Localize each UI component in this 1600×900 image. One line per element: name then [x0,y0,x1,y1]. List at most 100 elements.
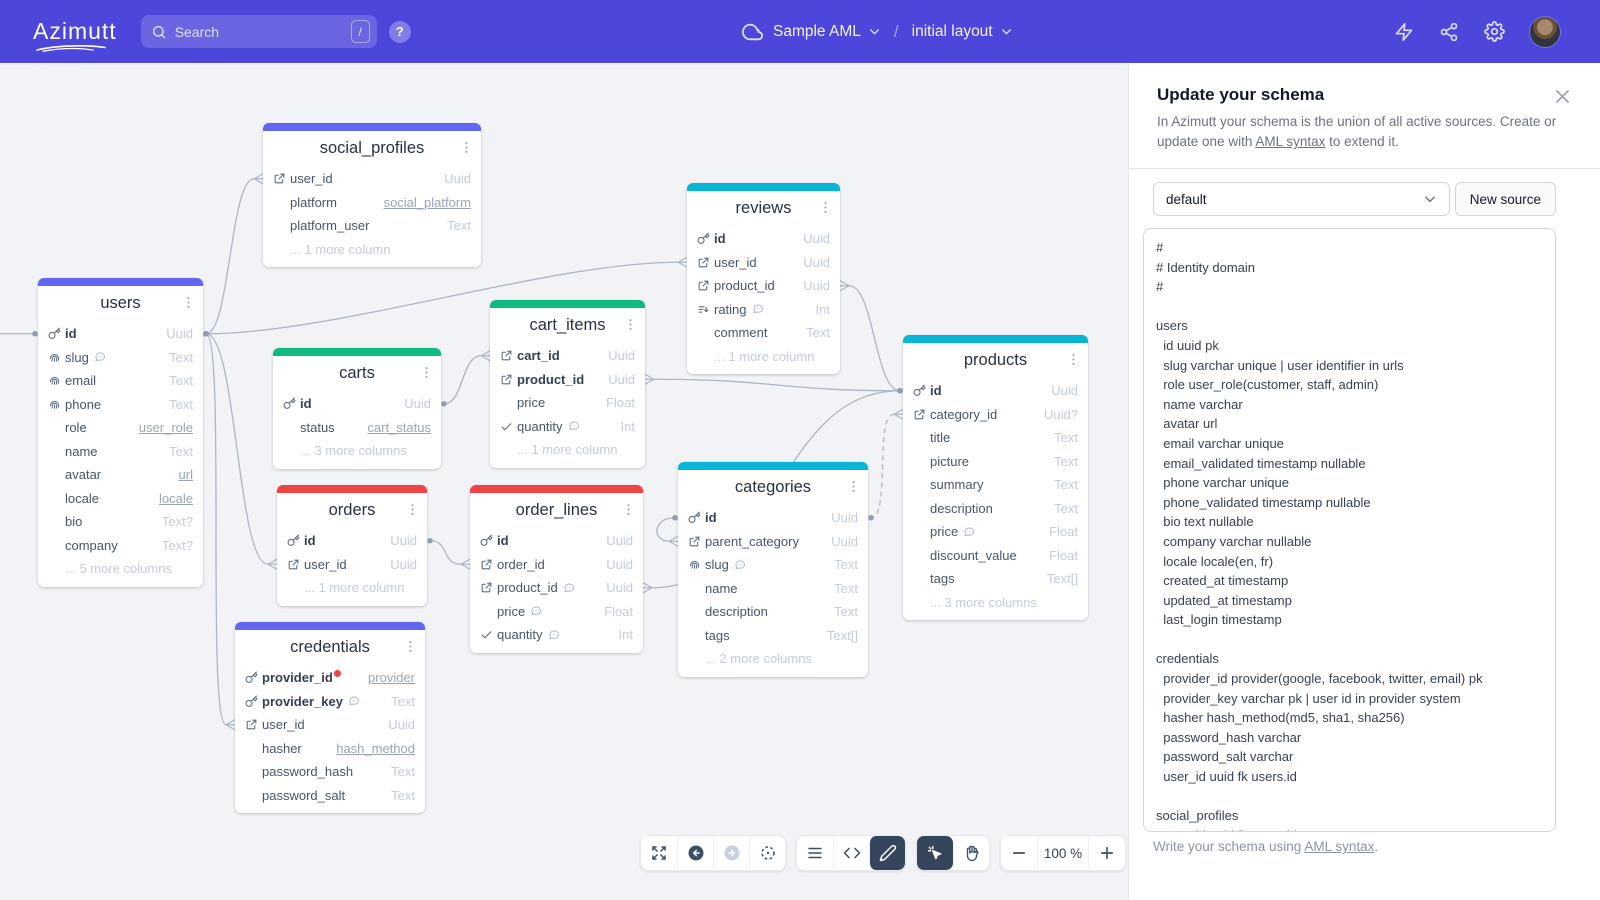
diagram-canvas[interactable]: users id Uuid slug Text email Text phone [0,63,1128,900]
column-row-categories-slug[interactable]: slug Text [678,553,868,577]
table-header[interactable]: credentials [235,630,425,664]
relation-orders-user_id-to-users-id[interactable] [203,330,278,570]
table-card-users[interactable]: users id Uuid slug Text email Text phone [38,278,203,587]
help-button[interactable]: ? [388,20,411,43]
draw-mode-button[interactable] [869,836,905,870]
column-type[interactable]: social_platform [383,194,471,210]
select-mode-button[interactable] [917,836,953,870]
column-row-credentials-provider_key[interactable]: provider_key Text [235,690,425,714]
column-row-order_lines-id[interactable]: id Uuid [470,529,643,553]
relation-products-category_id-to-categories-id[interactable] [868,408,904,521]
column-row-users-id[interactable]: id Uuid [38,322,203,346]
relation-order_lines-order_id-to-orders-id[interactable] [427,537,471,570]
column-row-users-avatar[interactable]: avatar url [38,463,203,487]
table-card-cart_items[interactable]: cart_items cart_id Uuid product_id Uuid … [490,300,645,468]
undo-button[interactable] [677,836,713,870]
table-card-reviews[interactable]: reviews id Uuid user_id Uuid product_id … [687,183,840,374]
column-row-products-discount_value[interactable]: discount_value Float [903,544,1088,568]
column-row-order_lines-price[interactable]: price Float [470,600,643,624]
table-menu-button[interactable] [1066,352,1081,372]
column-row-cart_items-quantity[interactable]: quantity Int [490,415,645,439]
column-row-products-id[interactable]: id Uuid [903,379,1088,403]
aml-syntax-link[interactable]: AML syntax [1304,839,1375,854]
column-row-orders-id[interactable]: id Uuid [277,529,427,553]
hidden-columns-row[interactable]: ... 1 more column [517,442,618,458]
column-row-users-role[interactable]: role user_role [38,416,203,440]
redo-button[interactable] [713,836,749,870]
column-row-products-summary[interactable]: summary Text [903,473,1088,497]
column-row-reviews-id[interactable]: id Uuid [687,227,840,251]
table-header[interactable]: users [38,286,203,320]
column-row-order_lines-product_id[interactable]: product_id Uuid [470,576,643,600]
table-header[interactable]: carts [273,356,441,390]
column-row-reviews-user_id[interactable]: user_id Uuid [687,251,840,275]
table-header[interactable]: social_profiles [263,131,481,165]
aml-editor-button[interactable] [833,836,869,870]
zoom-level[interactable]: 100 % [1037,836,1089,870]
table-header[interactable]: products [903,343,1088,377]
hidden-columns-row[interactable]: ... 2 more columns [705,651,812,667]
column-row-categories-description[interactable]: description Text [678,600,868,624]
fit-to-screen-button[interactable] [641,836,677,870]
settings-button[interactable] [1484,21,1505,42]
column-row-order_lines-quantity[interactable]: quantity Int [470,623,643,647]
table-header[interactable]: categories [678,470,868,504]
relation-social_profiles-user_id-to-users-id[interactable] [203,173,264,337]
source-select[interactable]: default [1153,182,1450,216]
table-header[interactable]: order_lines [470,493,643,527]
column-type[interactable]: cart_status [367,419,431,435]
hidden-columns-row[interactable]: ... 1 more column [714,348,815,364]
table-header[interactable]: cart_items [490,308,645,342]
table-card-carts[interactable]: carts id Uuid status cart_status ... 3 m… [273,348,441,469]
column-row-products-description[interactable]: description Text [903,497,1088,521]
column-row-users-name[interactable]: name Text [38,440,203,464]
column-row-credentials-provider_id[interactable]: provider_id provider [235,666,425,690]
table-header[interactable]: reviews [687,191,840,225]
pan-mode-button[interactable] [953,836,989,870]
search-input[interactable]: Search / [140,15,377,48]
layout-selector[interactable]: initial layout [912,23,1013,41]
column-type[interactable]: user_role [138,420,193,436]
table-card-order_lines[interactable]: order_lines id Uuid order_id Uuid produc… [470,485,643,653]
column-row-cart_items-cart_id[interactable]: cart_id Uuid [490,344,645,368]
relation-categories-parent_category-to-categories-id[interactable] [656,514,679,547]
column-row-categories-tags[interactable]: tags Text[] [678,624,868,648]
aml-syntax-link[interactable]: AML syntax [1255,134,1326,149]
column-row-reviews-rating[interactable]: rating Int [687,298,840,322]
column-row-products-title[interactable]: title Text [903,426,1088,450]
column-row-carts-id[interactable]: id Uuid [273,392,441,416]
table-menu-button[interactable] [621,502,636,522]
table-menu-button[interactable] [818,200,833,220]
panel-close-button[interactable] [1553,87,1572,106]
column-row-order_lines-order_id[interactable]: order_id Uuid [470,553,643,577]
column-row-orders-user_id[interactable]: user_id Uuid [277,553,427,577]
relation-reviews-product_id-to-products-id[interactable] [839,280,903,394]
column-row-social_profiles-platform[interactable]: platform social_platform [263,191,481,215]
column-row-products-price[interactable]: price Float [903,520,1088,544]
column-type[interactable]: url [178,467,193,483]
column-type[interactable]: locale [159,490,193,506]
table-menu-button[interactable] [181,295,196,315]
column-row-credentials-password_salt[interactable]: password_salt Text [235,784,425,808]
column-row-users-email[interactable]: email Text [38,369,203,393]
user-avatar[interactable] [1530,16,1560,47]
column-row-users-bio[interactable]: bio Text? [38,510,203,534]
table-menu-button[interactable] [623,317,638,337]
quick-actions-button[interactable] [1394,22,1414,42]
table-card-products[interactable]: products id Uuid category_id Uuid? title… [903,335,1088,620]
app-logo[interactable]: Azimutt [33,18,117,52]
column-type[interactable]: provider [368,670,415,686]
hidden-columns-row[interactable]: ... 5 more columns [65,561,172,577]
center-view-button[interactable] [749,836,785,870]
column-row-products-picture[interactable]: picture Text [903,450,1088,474]
column-row-users-phone[interactable]: phone Text [38,393,203,417]
column-row-users-company[interactable]: company Text? [38,534,203,558]
table-header[interactable]: orders [277,493,427,527]
table-card-credentials[interactable]: credentials provider_id provider provide… [235,622,425,813]
relation-credentials-user_id-to-users-id[interactable] [203,330,236,731]
column-row-reviews-product_id[interactable]: product_id Uuid [687,274,840,298]
column-row-cart_items-price[interactable]: price Float [490,391,645,415]
column-row-cart_items-product_id[interactable]: product_id Uuid [490,368,645,392]
relation-cart_items-cart_id-to-carts-id[interactable] [441,350,491,407]
hidden-columns-row[interactable]: ... 3 more columns [300,443,407,459]
